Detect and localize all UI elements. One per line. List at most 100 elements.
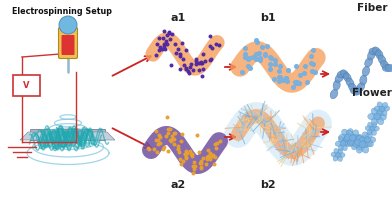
Point	[168, 64, 174, 67]
Point	[256, 53, 262, 56]
Point	[250, 57, 256, 60]
Circle shape	[354, 140, 361, 146]
Point	[199, 62, 205, 65]
Point	[155, 143, 162, 146]
Point	[257, 59, 263, 62]
Point	[212, 143, 219, 146]
Ellipse shape	[337, 156, 343, 162]
Point	[267, 56, 273, 60]
Ellipse shape	[374, 106, 381, 112]
Point	[187, 66, 193, 69]
Point	[291, 81, 298, 84]
Point	[145, 146, 151, 149]
Point	[161, 30, 167, 33]
Point	[178, 140, 184, 143]
Point	[310, 63, 316, 66]
Point	[172, 52, 179, 55]
Point	[216, 44, 222, 48]
Point	[183, 156, 189, 160]
Text: a2: a2	[171, 179, 186, 189]
Point	[277, 76, 283, 79]
Point	[183, 149, 189, 153]
Point	[201, 60, 208, 63]
Point	[262, 55, 269, 58]
Ellipse shape	[381, 103, 388, 109]
Ellipse shape	[357, 135, 363, 142]
Ellipse shape	[363, 141, 372, 147]
Point	[175, 144, 181, 147]
Point	[303, 81, 310, 84]
Point	[171, 142, 178, 146]
Ellipse shape	[341, 129, 348, 137]
Point	[156, 46, 163, 49]
Point	[200, 157, 206, 160]
Point	[156, 49, 163, 52]
Ellipse shape	[381, 110, 387, 117]
Point	[207, 35, 214, 38]
Point	[189, 153, 195, 156]
Point	[253, 58, 260, 62]
Ellipse shape	[342, 138, 349, 146]
Point	[164, 43, 170, 46]
Point	[197, 162, 203, 165]
Point	[293, 65, 299, 68]
Ellipse shape	[380, 61, 389, 70]
Point	[162, 48, 169, 52]
Point	[245, 58, 251, 61]
Point	[262, 53, 269, 56]
Point	[212, 155, 218, 158]
Point	[257, 58, 263, 61]
Point	[296, 82, 302, 86]
Point	[205, 148, 211, 152]
Circle shape	[359, 141, 366, 148]
Point	[310, 49, 316, 53]
Ellipse shape	[368, 137, 376, 143]
Ellipse shape	[349, 140, 357, 146]
Point	[179, 42, 185, 45]
Ellipse shape	[382, 65, 392, 72]
Point	[156, 142, 163, 145]
Ellipse shape	[333, 156, 339, 161]
Point	[187, 150, 193, 153]
Ellipse shape	[354, 87, 362, 96]
Point	[253, 40, 260, 43]
Point	[209, 47, 215, 50]
Point	[163, 135, 169, 138]
FancyBboxPatch shape	[62, 36, 74, 56]
Point	[160, 37, 166, 40]
Circle shape	[370, 127, 375, 132]
Point	[157, 135, 163, 139]
Ellipse shape	[352, 143, 358, 150]
Point	[188, 152, 194, 155]
Point	[168, 140, 174, 143]
Ellipse shape	[331, 152, 337, 157]
Point	[301, 72, 308, 75]
Point	[196, 69, 202, 72]
Point	[174, 49, 181, 52]
Ellipse shape	[338, 136, 344, 143]
Point	[152, 54, 159, 58]
Ellipse shape	[376, 109, 384, 117]
Point	[307, 55, 314, 58]
Point	[193, 58, 199, 61]
Ellipse shape	[368, 51, 375, 61]
Point	[196, 62, 202, 65]
Point	[191, 161, 197, 164]
Ellipse shape	[366, 132, 372, 139]
Point	[180, 58, 186, 61]
Point	[169, 138, 175, 141]
Point	[183, 67, 189, 70]
Point	[162, 45, 168, 48]
Point	[302, 65, 309, 69]
Point	[161, 146, 167, 149]
Ellipse shape	[348, 84, 357, 93]
Point	[172, 132, 178, 135]
Point	[203, 158, 210, 161]
Point	[285, 69, 291, 72]
Point	[190, 171, 196, 175]
Point	[283, 77, 289, 81]
Point	[175, 147, 181, 150]
Point	[217, 140, 223, 143]
Point	[177, 157, 183, 161]
Ellipse shape	[357, 83, 365, 92]
